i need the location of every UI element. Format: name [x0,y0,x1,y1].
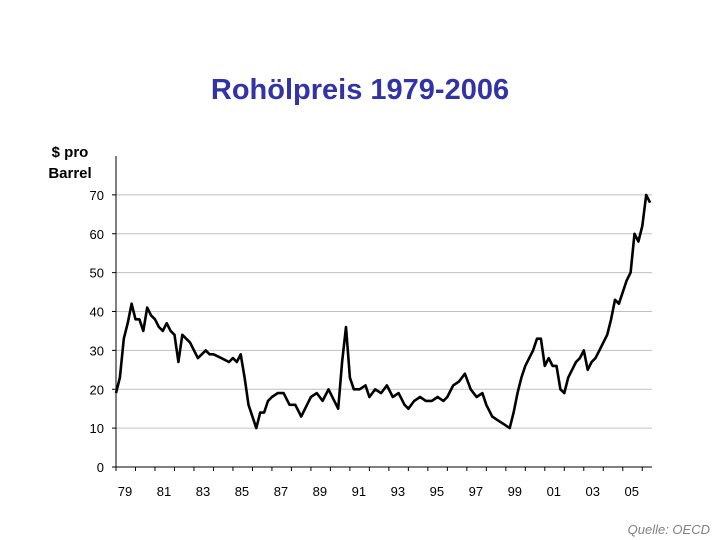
source-note: Quelle: OECD [627,522,710,537]
grid-lines [116,194,652,429]
y-tick-label: 70 [90,188,104,203]
x-tick-label: 99 [508,484,522,499]
y-tick-label: 50 [90,266,104,281]
x-tick-label: 01 [547,484,561,499]
y-tick-label: 10 [90,421,104,436]
y-axis-unit-line-2: Barrel [48,165,92,182]
x-tick-label: 05 [625,484,639,499]
oil-price-line [114,193,652,430]
y-axis-unit-label: $ pro Barrel [40,142,100,184]
x-tick-label: 03 [586,484,600,499]
x-tick-label: 95 [430,484,444,499]
y-tick-label: 0 [97,460,104,475]
x-tick-label: 89 [313,484,327,499]
y-tick-label: 40 [90,305,104,320]
y-tick-label: 20 [90,382,104,397]
chart-title: Rohölpreis 1979-2006 [210,74,510,106]
x-tick-label: 79 [118,484,132,499]
y-axis-unit-line-1: $ pro [51,144,89,161]
axes [112,156,652,471]
y-tick-label: 60 [90,227,104,242]
x-tick-label: 97 [469,484,483,499]
x-tick-label: 93 [391,484,405,499]
data-series [114,193,652,430]
y-tick-label: 30 [90,343,104,358]
x-tick-label: 83 [196,484,210,499]
tick-labels: 0 10 20 30 40 50 60 70 79 81 83 85 87 89 91 93 95 97 99 01 0… [90,188,639,499]
x-tick-label: 87 [274,484,288,499]
x-tick-label: 91 [352,484,366,499]
x-tick-label: 85 [235,484,249,499]
x-tick-label: 81 [157,484,171,499]
